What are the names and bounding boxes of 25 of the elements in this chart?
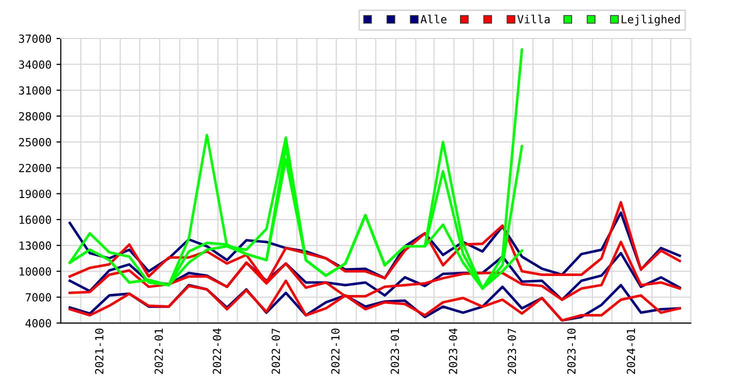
y-tick-label: 13000 — [20, 241, 52, 250]
x-tick-label: 2022-10 — [331, 328, 340, 374]
y-tick-label: 19000 — [20, 190, 52, 198]
x-tick-label: 2022-04 — [212, 328, 222, 374]
legend-label: Alle — [420, 14, 446, 24]
x-tick-label: 2022-01 — [154, 328, 163, 374]
y-tick-label: 16000 — [20, 216, 52, 224]
y-tick-label: 37000 — [19, 34, 52, 43]
y-tick-label: 10000 — [20, 267, 52, 276]
y-tick-label: 25000 — [19, 138, 52, 146]
x-tick-label: 2023-04 — [448, 328, 458, 374]
y-tick-label: 34000 — [19, 60, 52, 69]
x-tick-label: 2022-07 — [272, 328, 280, 374]
x-tick-label: 2023-07 — [508, 328, 516, 374]
y-tick-label: 4000 — [26, 319, 51, 328]
legend-label: Villa — [517, 14, 550, 24]
x-tick-label: 2023-10 — [567, 328, 576, 374]
x-tick-label: 2023-01 — [390, 328, 400, 374]
y-tick-label: 31000 — [19, 86, 52, 95]
y-tick-label: 28000 — [19, 112, 52, 121]
legend-label: Lejlighed — [622, 14, 680, 26]
y-tick-label: 22000 — [19, 164, 52, 172]
x-tick-label: 2021-10 — [95, 328, 104, 374]
y-tick-label: 7000 — [26, 293, 51, 302]
x-tick-label: 2024-01 — [626, 328, 636, 374]
